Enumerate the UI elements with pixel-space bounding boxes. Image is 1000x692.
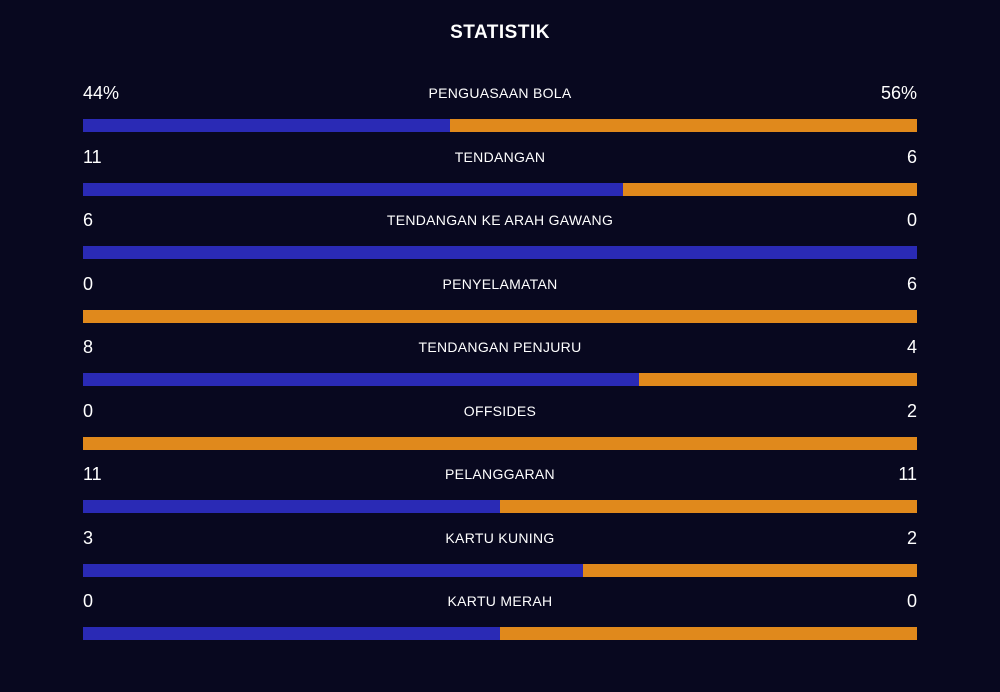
stat-row: 0 KARTU MERAH 0 — [83, 589, 917, 640]
stat-label: PENGUASAAN BOLA — [428, 85, 572, 101]
home-value: 11 — [83, 146, 102, 167]
away-bar — [500, 627, 917, 640]
home-bar — [83, 373, 639, 386]
home-value: 0 — [83, 273, 94, 294]
away-value: 6 — [906, 273, 917, 294]
home-bar — [83, 627, 500, 640]
home-bar — [83, 182, 623, 196]
stat-row: 0 PENYELAMATAN 6 — [83, 272, 917, 323]
home-value: 11 — [83, 464, 102, 484]
home-value: 6 — [83, 210, 94, 230]
home-bar — [83, 500, 500, 513]
stat-row: 11 PELANGGARAN 11 — [83, 462, 917, 513]
stat-label: OFFSIDES — [463, 402, 537, 419]
away-bar — [583, 563, 917, 577]
stat-row: 8 TENDANGAN PENJURU 4 — [83, 335, 917, 386]
home-bar — [83, 246, 917, 259]
away-value: 56% — [880, 83, 917, 103]
stat-row: 11 TENDANGAN 6 — [83, 145, 917, 196]
home-bar — [83, 563, 584, 577]
stat-label: KARTU MERAH — [447, 593, 553, 609]
away-bar — [83, 309, 917, 323]
away-value: 0 — [906, 210, 917, 230]
away-bar — [449, 119, 917, 132]
stat-row: 44% PENGUASAAN BOLA 56% — [83, 81, 917, 132]
away-value: 0 — [906, 591, 917, 611]
stat-label: PELANGGARAN — [445, 466, 555, 482]
title: STATISTIK — [450, 22, 550, 43]
stat-label: TENDANGAN PENJURU — [418, 339, 582, 355]
stat-label: KARTU KUNING — [445, 529, 555, 546]
stat-row: 3 KARTU KUNING 2 — [83, 526, 917, 577]
home-value: 0 — [83, 591, 94, 611]
away-bar — [639, 373, 917, 386]
home-value: 3 — [83, 527, 94, 548]
stat-row: 6 TENDANGAN KE ARAH GAWANG 0 — [83, 208, 917, 259]
home-bar — [83, 119, 450, 132]
away-value: 6 — [906, 146, 917, 167]
home-value: 8 — [83, 337, 94, 357]
stat-row: 0 OFFSIDES 2 — [83, 399, 917, 450]
away-bar — [500, 500, 917, 513]
stat-label: TENDANGAN — [454, 148, 546, 165]
stat-label: TENDANGAN KE ARAH GAWANG — [386, 212, 614, 228]
home-value: 44% — [83, 83, 120, 103]
away-value: 2 — [906, 400, 917, 421]
home-value: 0 — [83, 400, 94, 421]
away-bar — [83, 436, 917, 450]
away-bar — [622, 182, 917, 196]
away-value: 2 — [906, 527, 917, 548]
away-value: 11 — [898, 464, 917, 484]
stat-label: PENYELAMATAN — [442, 275, 558, 292]
away-value: 4 — [906, 337, 917, 357]
